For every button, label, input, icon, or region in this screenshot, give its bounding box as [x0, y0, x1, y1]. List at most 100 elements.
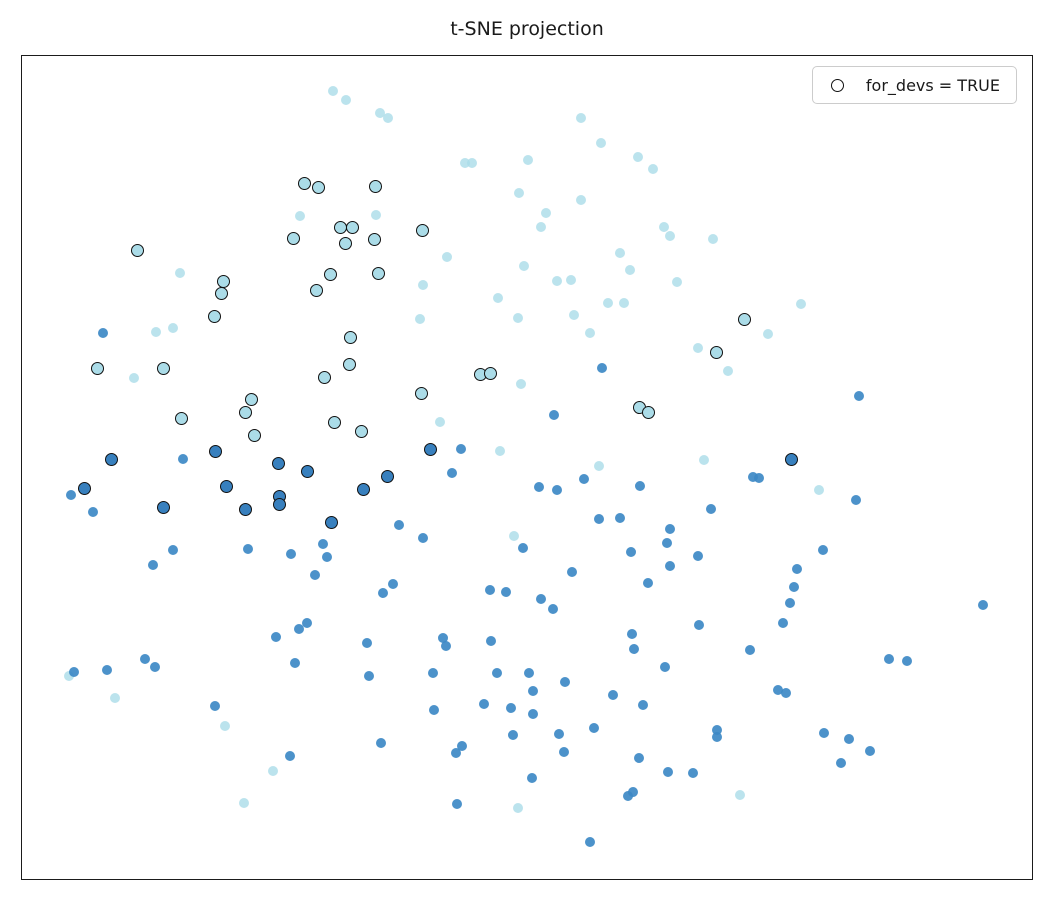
- scatter-point: [220, 721, 230, 731]
- scatter-point: [247, 428, 261, 442]
- scatter-point: [641, 405, 655, 419]
- scatter-point: [536, 594, 546, 604]
- scatter-point: [90, 361, 104, 375]
- scatter-point: [210, 701, 220, 711]
- scatter-point: [492, 668, 502, 678]
- scatter-point: [328, 86, 338, 96]
- scatter-point: [285, 751, 295, 761]
- scatter-point: [699, 455, 709, 465]
- scatter-point: [441, 641, 451, 651]
- scatter-point: [706, 504, 716, 514]
- scatter-point: [130, 243, 144, 257]
- scatter-point: [659, 222, 669, 232]
- scatter-point: [442, 252, 452, 262]
- scatter-point: [493, 293, 503, 303]
- scatter-point: [552, 276, 562, 286]
- scatter-point: [150, 662, 160, 672]
- scatter-point: [148, 560, 158, 570]
- scatter-point: [514, 188, 524, 198]
- scatter-point: [486, 636, 496, 646]
- scatter-point: [311, 180, 325, 194]
- scatter-point: [88, 507, 98, 517]
- scatter-point: [129, 373, 139, 383]
- scatter-point: [151, 327, 161, 337]
- scatter-point: [295, 211, 305, 221]
- scatter-point: [633, 152, 643, 162]
- scatter-point: [318, 539, 328, 549]
- scatter-point: [239, 798, 249, 808]
- scatter-point: [268, 766, 278, 776]
- scatter-point: [708, 234, 718, 244]
- scatter-point: [665, 524, 675, 534]
- scatter-point: [781, 688, 791, 698]
- scatter-point: [615, 248, 625, 258]
- scatter-point: [479, 699, 489, 709]
- scatter-point: [178, 454, 188, 464]
- scatter-point: [423, 442, 437, 456]
- scatter-point: [608, 690, 618, 700]
- scatter-point: [207, 309, 221, 323]
- legend: for_devs = TRUE: [811, 66, 1017, 104]
- scatter-point: [554, 729, 564, 739]
- scatter-point: [102, 665, 112, 675]
- scatter-point: [660, 662, 670, 672]
- scatter-point: [367, 232, 381, 246]
- scatter-point: [519, 261, 529, 271]
- scatter-point: [69, 667, 79, 677]
- scatter-point: [244, 392, 258, 406]
- scatter-point: [428, 668, 438, 678]
- scatter-point: [238, 405, 252, 419]
- scatter-point: [508, 730, 518, 740]
- scatter-point: [208, 444, 222, 458]
- scatter-point: [559, 747, 569, 757]
- scatter-point: [168, 323, 178, 333]
- scatter-point: [603, 298, 613, 308]
- scatter-point: [322, 552, 332, 562]
- scatter-point: [378, 588, 388, 598]
- scatter-point: [456, 444, 466, 454]
- scatter-point: [665, 561, 675, 571]
- scatter-point: [376, 738, 386, 748]
- plot-area: for_devs = TRUE: [21, 55, 1033, 880]
- scatter-point: [286, 231, 300, 245]
- scatter-point: [665, 231, 675, 241]
- scatter-point: [836, 758, 846, 768]
- scatter-point: [451, 748, 461, 758]
- scatter-point: [585, 328, 595, 338]
- scatter-point: [576, 113, 586, 123]
- scatter-point: [414, 386, 428, 400]
- scatter-point: [662, 538, 672, 548]
- scatter-point: [418, 280, 428, 290]
- scatter-point: [623, 791, 633, 801]
- scatter-point: [672, 277, 682, 287]
- scatter-point: [513, 313, 523, 323]
- scatter-point: [709, 345, 723, 359]
- scatter-point: [569, 310, 579, 320]
- scatter-point: [64, 671, 74, 681]
- scatter-point: [625, 265, 635, 275]
- scatter-point: [300, 464, 314, 478]
- scatter-point: [723, 366, 733, 376]
- scatter-point: [643, 578, 653, 588]
- scatter-point: [978, 600, 988, 610]
- scatter-point: [534, 482, 544, 492]
- scatter-point: [354, 424, 368, 438]
- scatter-point: [854, 391, 864, 401]
- scatter-point: [518, 543, 528, 553]
- scatter-point: [865, 746, 875, 756]
- scatter-point: [501, 587, 511, 597]
- scatter-point: [851, 495, 861, 505]
- scatter-point: [435, 417, 445, 427]
- scatter-point: [238, 502, 252, 516]
- scatter-point: [523, 155, 533, 165]
- scatter-point: [438, 633, 448, 643]
- scatter-point: [104, 452, 118, 466]
- scatter-point: [819, 728, 829, 738]
- scatter-point: [585, 837, 595, 847]
- scatter-point: [814, 485, 824, 495]
- scatter-point: [627, 629, 637, 639]
- scatter-point: [341, 95, 351, 105]
- scatter-point: [596, 138, 606, 148]
- scatter-point: [694, 620, 704, 630]
- scatter-point: [737, 312, 751, 326]
